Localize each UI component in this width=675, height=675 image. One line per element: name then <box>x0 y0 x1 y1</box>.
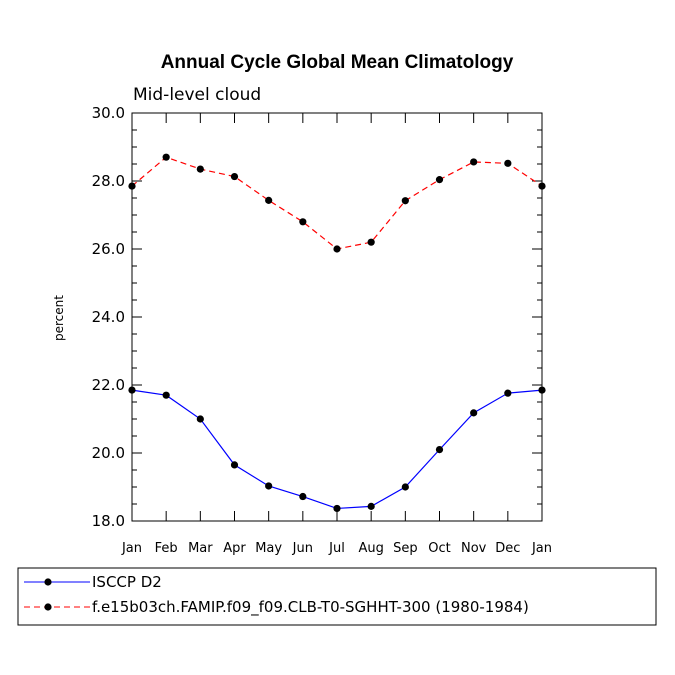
data-point-series-2 <box>196 165 204 173</box>
x-tick-label: Dec <box>495 541 520 556</box>
legend-label-series-2: f.e15b03ch.FAMIP.f09_f09.CLB-T0-SGHHT-30… <box>92 598 529 617</box>
y-tick-label: 20.0 <box>92 444 125 462</box>
data-point-series-1 <box>299 492 307 501</box>
data-point-series-2 <box>367 238 375 246</box>
x-tick-label: Mar <box>188 541 213 556</box>
chart-subtitle: Mid-level cloud <box>133 85 261 105</box>
y-tick-label: 30.0 <box>92 104 125 122</box>
data-point-series-2 <box>538 182 546 190</box>
data-point-series-1 <box>401 483 409 491</box>
x-tick-label: Sep <box>393 541 418 556</box>
data-point-series-2 <box>504 159 512 167</box>
data-point-series-2 <box>299 218 307 226</box>
y-tick-label: 24.0 <box>92 308 125 326</box>
x-tick-label: Oct <box>428 541 450 556</box>
x-tick-label: Jan <box>121 541 142 556</box>
data-point-series-1 <box>128 386 136 394</box>
data-point-series-2 <box>435 176 444 184</box>
x-tick-label: Feb <box>155 541 178 556</box>
data-point-series-2 <box>265 196 273 204</box>
series-layer <box>128 153 546 513</box>
data-point-series-1 <box>504 389 512 397</box>
x-tick-label: Jan <box>531 541 552 556</box>
y-tick-label: 26.0 <box>92 240 125 258</box>
y-tick-label: 22.0 <box>92 376 125 394</box>
data-point-series-1 <box>162 391 170 399</box>
x-tick-label: Aug <box>358 541 383 556</box>
data-point-series-2 <box>333 245 341 253</box>
x-tick-labels: Jan Feb Mar Apr May Jun Jul Aug Sep Oct Nov Dec Jan <box>121 541 552 556</box>
data-point-series-2 <box>401 197 409 205</box>
data-point-series-1 <box>435 446 444 454</box>
data-point-series-1 <box>470 409 478 417</box>
y-tick-labels: 18.0 20.0 22.0 24.0 26.0 28.0 30.0 <box>92 104 125 530</box>
data-point-series-1 <box>333 504 341 513</box>
data-point-series-1 <box>367 502 375 510</box>
x-tick-label: Apr <box>223 541 246 556</box>
y-tick-label: 28.0 <box>92 172 125 190</box>
x-tick-label: Jun <box>292 541 313 556</box>
x-tick-label: Nov <box>461 541 487 556</box>
data-point-series-2 <box>128 182 136 190</box>
series-line-2 <box>131 156 543 250</box>
data-point-series-1 <box>538 386 546 394</box>
legend-marker-series-1 <box>44 578 52 586</box>
data-point-series-2 <box>162 153 170 161</box>
data-point-series-1 <box>196 415 204 423</box>
legend: ISCCP D2 f.e15b03ch.FAMIP.f09_f09.CLB-T0… <box>17 567 657 626</box>
legend-marker-series-2 <box>44 603 52 611</box>
plot-frame <box>131 112 543 522</box>
series-line-1 <box>131 389 543 510</box>
data-point-series-2 <box>230 172 239 181</box>
legend-box <box>17 567 657 626</box>
y-tick-label: 18.0 <box>92 512 125 530</box>
y-axis-label: percent <box>52 295 66 341</box>
x-tick-label: May <box>255 541 282 556</box>
data-point-series-1 <box>265 482 273 490</box>
chart-title: Annual Cycle Global Mean Climatology <box>161 52 514 73</box>
data-point-series-2 <box>470 158 478 166</box>
legend-label-series-1: ISCCP D2 <box>92 573 162 591</box>
data-point-series-1 <box>230 461 239 469</box>
axis-ticks <box>131 112 543 522</box>
x-tick-label: Jul <box>328 541 345 556</box>
